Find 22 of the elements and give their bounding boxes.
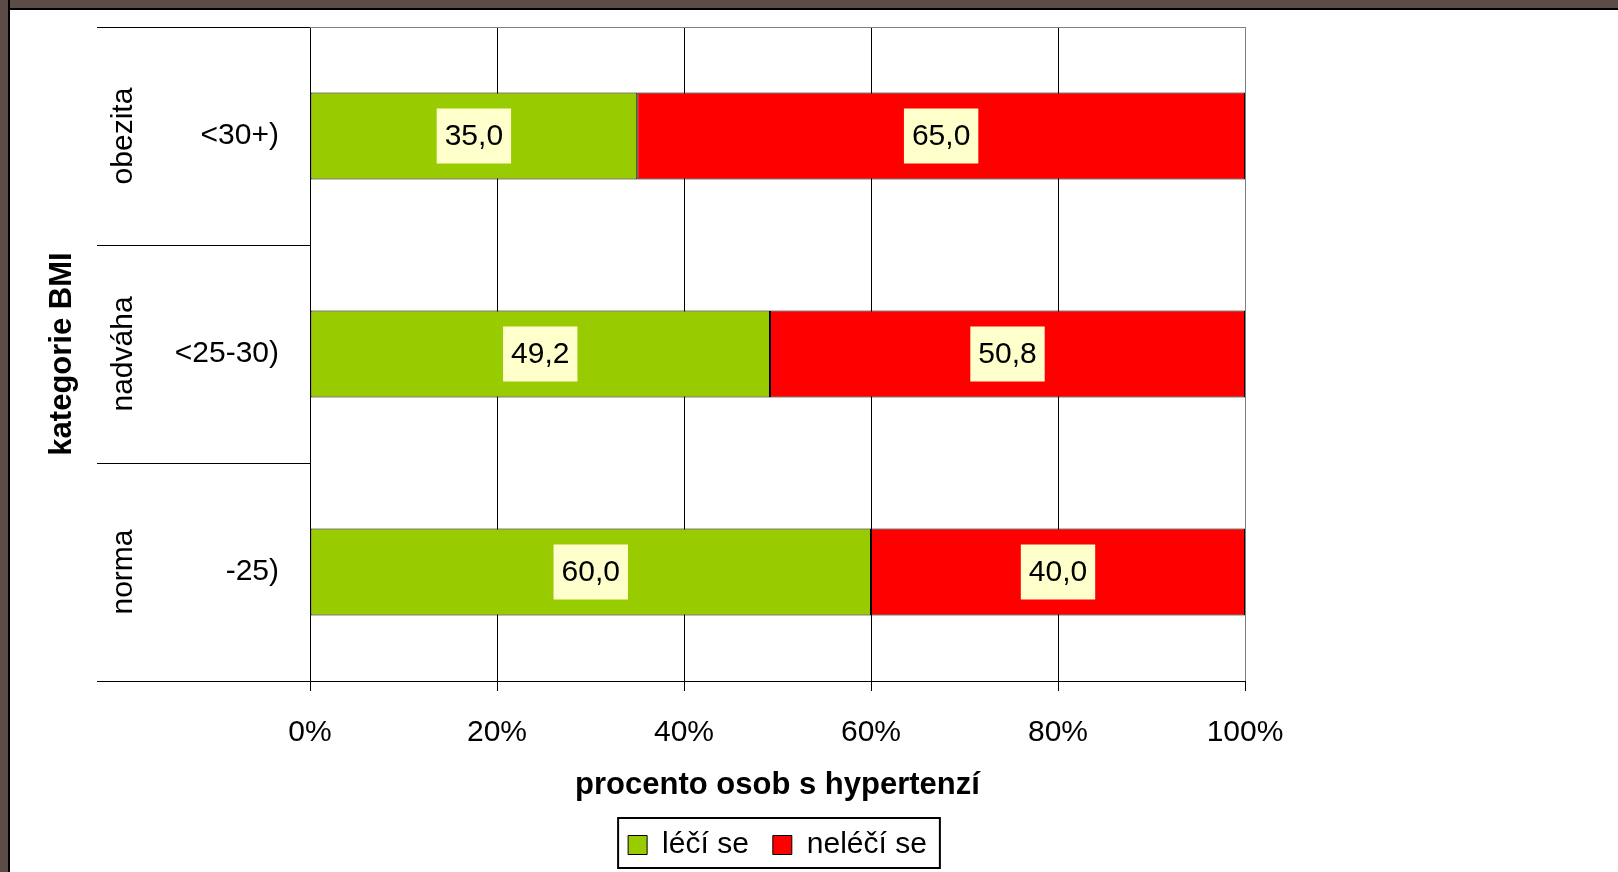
x-tick-label: 60% [840,714,902,748]
text: obezita [105,87,139,185]
x-tick-label: 100% [1206,714,1284,748]
x-tick-label: 0% [288,714,332,748]
x-axis-title: procento osob s hypertenzí [575,765,982,801]
data-label: 50,8 [978,336,1037,370]
data-label: 49,2 [511,336,570,370]
data-label: 60,0 [561,554,620,588]
text: norma [105,529,139,615]
x-tick-label: 40% [653,714,715,748]
data-label: 65,0 [911,118,971,152]
y-tick-label: <30+) [200,117,279,151]
x-tick-label: 20% [466,714,528,748]
y-tick-label: -25) [225,553,279,587]
data-label: 40,0 [1028,554,1088,588]
legend-label: léčí se [662,826,749,860]
y-tick-label: <25-30) [174,335,279,369]
legend-label: neléčí se [806,826,927,860]
y-axis-title: kategorie BMI [43,252,79,456]
data-label: 35,0 [444,118,504,152]
text: nadváha [105,296,139,412]
x-tick-label: 80% [1027,714,1089,748]
